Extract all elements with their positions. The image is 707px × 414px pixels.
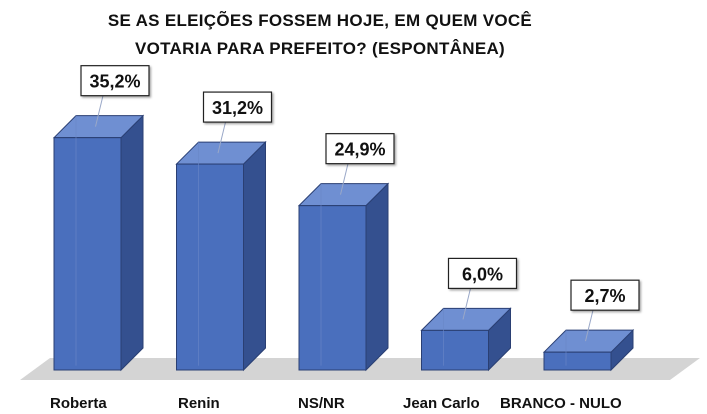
chart-title-line-2: VOTARIA PARA PREFEITO? (ESPONTÂNEA)	[135, 39, 505, 58]
value-label-box	[570, 279, 640, 311]
bar-front	[543, 351, 612, 371]
value-label-leader	[95, 95, 104, 127]
value-label-box	[447, 257, 518, 289]
value-label-4: 6,0%	[447, 257, 518, 320]
value-label-5: 2,7%	[570, 279, 640, 342]
bar-side	[365, 182, 389, 372]
value-label-leader	[585, 310, 594, 342]
value-label-text: 6,0%	[462, 264, 503, 284]
bar-side	[120, 114, 144, 372]
category-labels-group: Roberta Renin NS/NR Jean Carlo BRANCO - NULO	[50, 395, 622, 412]
value-label-1: 35,2%	[80, 65, 150, 127]
value-label-3: 24,9%	[325, 133, 395, 195]
bar-side	[243, 140, 266, 372]
value-labels-group: 35,2% 31,2% 24,9% 6,0% 2,7%	[80, 65, 640, 342]
category-label-2: Renin	[178, 395, 220, 412]
value-label-box	[325, 133, 395, 165]
chart-title-line-1: SE AS ELEIÇÕES FOSSEM HOJE, EM QUEM VOCÊ	[108, 10, 532, 30]
value-label-leader	[217, 121, 226, 154]
category-label-5: BRANCO - NULO	[500, 395, 622, 412]
value-label-text: 24,9%	[334, 140, 385, 160]
chart-title: SE AS ELEIÇÕES FOSSEM HOJE, EM QUEM VOCÊ…	[108, 10, 532, 58]
value-label-2: 31,2%	[202, 91, 273, 154]
bar-4	[420, 307, 512, 372]
value-label-text: 35,2%	[89, 72, 140, 92]
value-label-text: 31,2%	[212, 98, 263, 118]
bar-5	[542, 328, 635, 372]
bar-2	[175, 140, 267, 372]
value-label-box	[80, 65, 150, 97]
bar-1	[52, 114, 145, 372]
category-label-4: Jean Carlo	[403, 395, 480, 412]
value-label-leader	[462, 288, 471, 320]
value-label-box	[202, 91, 273, 123]
bar-front	[298, 205, 367, 371]
bars-group	[52, 114, 635, 372]
value-label-leader	[340, 163, 349, 195]
bar-front	[53, 137, 122, 371]
bar-3	[297, 182, 390, 372]
category-label-3: NS/NR	[298, 395, 345, 412]
bar-front	[176, 163, 244, 371]
bar-front	[421, 329, 489, 371]
category-label-1: Roberta	[50, 395, 107, 412]
value-label-text: 2,7%	[584, 286, 625, 306]
